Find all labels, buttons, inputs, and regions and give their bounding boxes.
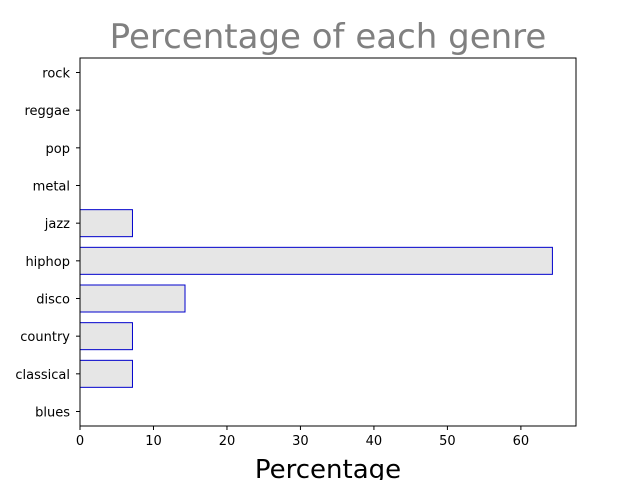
x-tick-label-20: 20 <box>219 434 236 449</box>
bar-classical <box>79 359 133 388</box>
y-tick-label-metal: metal <box>33 180 70 195</box>
y-tick-label-country: country <box>20 330 70 345</box>
x-axis: 0 10 20 30 40 50 60 <box>76 426 529 449</box>
x-tick-label-60: 60 <box>513 434 530 449</box>
y-axis: blues classical country disco hiphop jazz meta… <box>15 67 80 421</box>
chart-title: Percentage of each genre <box>110 17 547 57</box>
x-tick-label-10: 10 <box>145 434 162 449</box>
bar-country <box>79 322 133 351</box>
bar-hiphop <box>79 246 553 275</box>
bars-group <box>79 209 553 388</box>
bar-disco <box>79 284 186 313</box>
y-tick-label-reggae: reggae <box>24 104 70 119</box>
y-tick-label-jazz: jazz <box>44 217 70 232</box>
x-axis-label: Percentage <box>255 455 401 480</box>
y-tick-label-disco: disco <box>36 293 70 308</box>
y-tick-label-blues: blues <box>35 406 70 421</box>
y-tick-label-hiphop: hiphop <box>25 255 70 270</box>
x-tick-label-40: 40 <box>366 434 383 449</box>
x-tick-label-50: 50 <box>439 434 456 449</box>
plot-frame <box>79 57 577 427</box>
x-tick-label-0: 0 <box>76 434 84 449</box>
x-tick-label-30: 30 <box>292 434 309 449</box>
bar-jazz <box>79 209 133 238</box>
y-tick-label-pop: pop <box>46 142 70 157</box>
y-tick-label-rock: rock <box>42 67 70 82</box>
y-tick-label-classical: classical <box>15 368 70 383</box>
